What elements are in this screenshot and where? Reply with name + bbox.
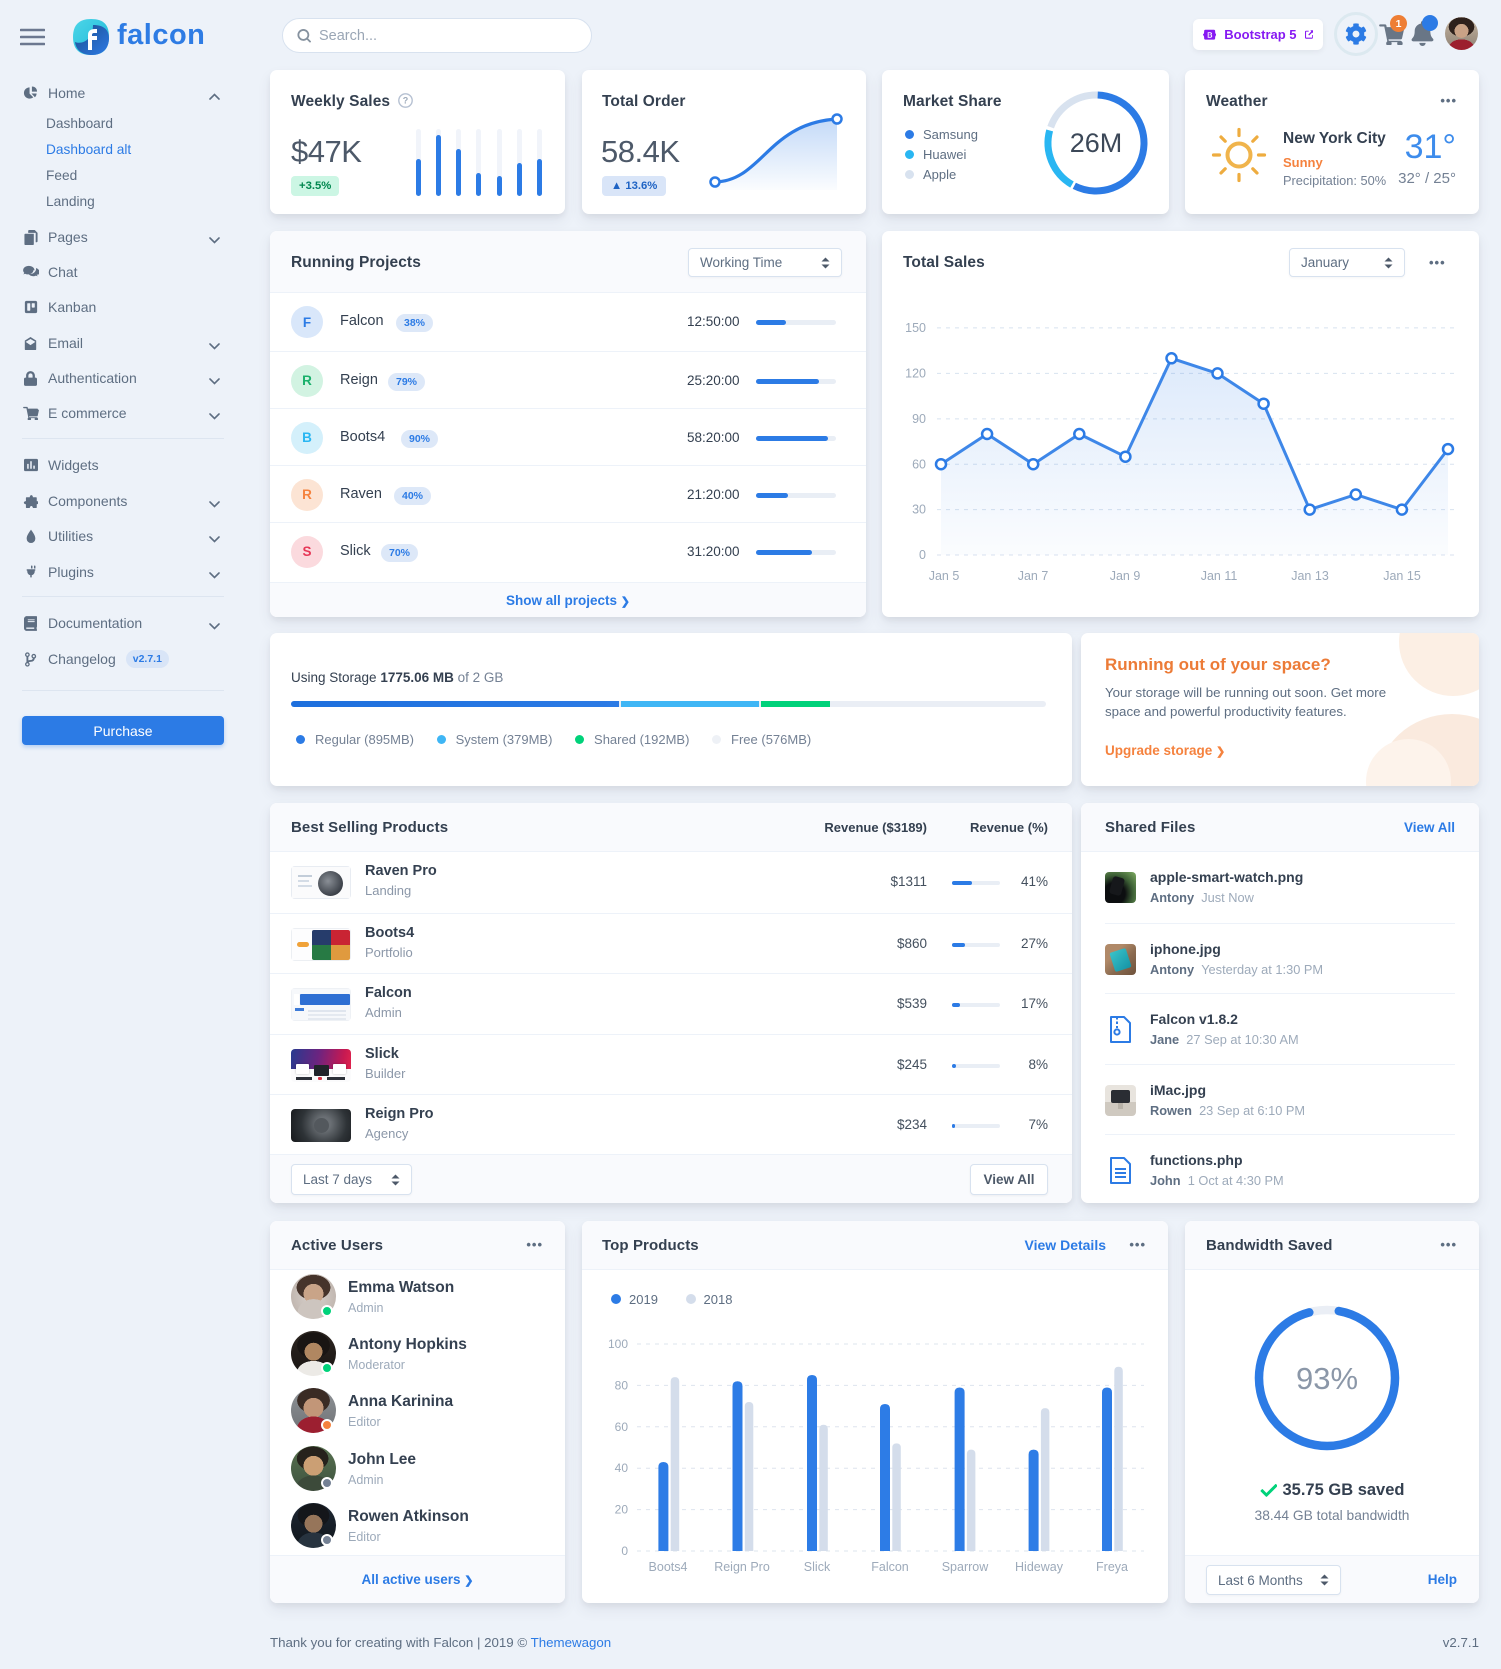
- svg-text:Slick: Slick: [804, 1560, 831, 1574]
- svg-text:Jan 11: Jan 11: [1201, 569, 1238, 583]
- svg-text:Freya: Freya: [1096, 1560, 1128, 1574]
- svg-text:Jan 5: Jan 5: [929, 569, 960, 583]
- svg-text:Jan 9: Jan 9: [1110, 569, 1141, 583]
- svg-text:0: 0: [621, 1544, 628, 1558]
- svg-text:26M: 26M: [1070, 128, 1123, 158]
- svg-text:120: 120: [905, 367, 926, 381]
- svg-text:100: 100: [608, 1337, 628, 1351]
- svg-text:60: 60: [912, 457, 926, 471]
- svg-text:Falcon: Falcon: [871, 1560, 909, 1574]
- svg-text:Reign Pro: Reign Pro: [714, 1560, 770, 1574]
- svg-text:30: 30: [912, 503, 926, 517]
- svg-text:Jan 15: Jan 15: [1383, 569, 1421, 583]
- svg-text:Hideway: Hideway: [1015, 1560, 1064, 1574]
- svg-text:20: 20: [615, 1503, 629, 1517]
- svg-text:150: 150: [905, 321, 926, 335]
- svg-text:80: 80: [615, 1378, 629, 1392]
- svg-text:60: 60: [615, 1420, 629, 1434]
- svg-text:Jan 7: Jan 7: [1018, 569, 1049, 583]
- svg-text:?: ?: [402, 96, 408, 106]
- svg-text:90: 90: [912, 412, 926, 426]
- svg-text:Jan 13: Jan 13: [1291, 569, 1329, 583]
- svg-text:93%: 93%: [1296, 1361, 1358, 1396]
- svg-text:40: 40: [615, 1461, 629, 1475]
- svg-text:Boots4: Boots4: [649, 1560, 688, 1574]
- svg-text:Sparrow: Sparrow: [942, 1560, 990, 1574]
- svg-text:0: 0: [919, 548, 926, 562]
